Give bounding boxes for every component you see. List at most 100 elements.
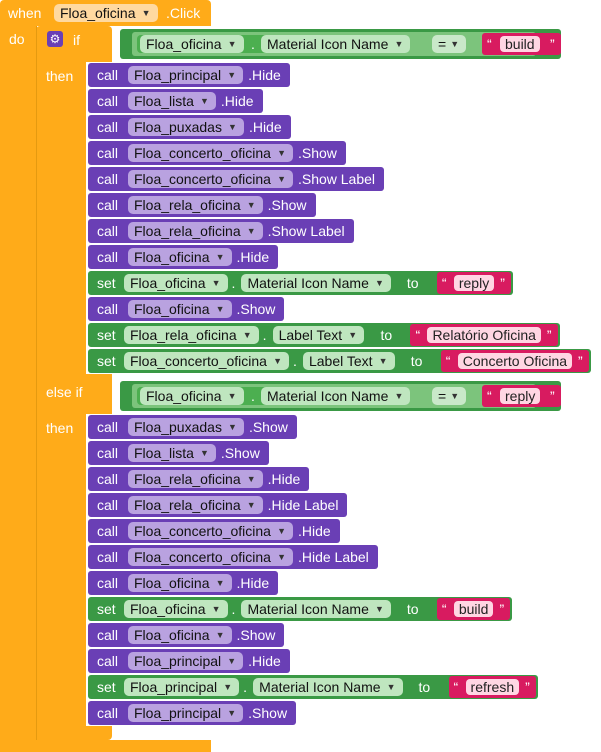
component-label: Floa_lista (134, 445, 194, 461)
property-dropdown[interactable]: Material Icon Name ▼ (253, 678, 403, 696)
cond2-text-value[interactable]: reply (500, 388, 541, 404)
call-block[interactable]: call Floa_oficina ▼ .Show (88, 623, 285, 647)
call-block[interactable]: call Floa_puxadas ▼ .Hide (88, 115, 291, 139)
set-block[interactable]: set Floa_concerto_oficina ▼. Label Text ▼ to “… (88, 349, 592, 373)
text-block[interactable]: “ refresh ” (448, 676, 537, 698)
component-dropdown[interactable]: Floa_puxadas ▼ (128, 118, 244, 136)
call-block[interactable]: call Floa_rela_oficina ▼ .Show Label (88, 219, 354, 243)
call-block[interactable]: call Floa_lista ▼ .Hide (88, 89, 263, 113)
property-dropdown[interactable]: Label Text ▼ (302, 352, 395, 370)
event-component-dropdown[interactable]: Floa_oficina ▼ (54, 4, 158, 22)
method-label: .Show (297, 145, 337, 161)
text-block[interactable]: “ build ” (436, 598, 511, 620)
cond2-text-block[interactable]: “ reply ” (482, 385, 561, 407)
cond1-operator-dropdown[interactable]: = ▼ (432, 35, 467, 53)
call-label: call (97, 249, 119, 265)
component-dropdown[interactable]: Floa_rela_oficina ▼ (124, 326, 259, 344)
property-dropdown[interactable]: Label Text ▼ (272, 326, 365, 344)
cond1-text-value[interactable]: build (500, 36, 540, 52)
component-dropdown[interactable]: Floa_principal ▼ (124, 678, 240, 696)
call-block[interactable]: call Floa_lista ▼ .Show (88, 441, 269, 465)
chevron-down-icon: ▼ (215, 304, 225, 314)
condition-2[interactable]: Floa_oficina ▼ . Material Icon Name ▼ = … (120, 381, 561, 411)
gear-icon[interactable]: ⚙ (47, 31, 63, 47)
component-dropdown[interactable]: Floa_oficina ▼ (128, 248, 232, 266)
component-dropdown[interactable]: Floa_rela_oficina ▼ (128, 196, 263, 214)
component-dropdown[interactable]: Floa_oficina ▼ (124, 600, 228, 618)
text-value[interactable]: refresh (465, 679, 520, 695)
property-dropdown[interactable]: Material Icon Name ▼ (241, 274, 391, 292)
condition-1-getter[interactable]: Floa_oficina ▼ . Material Icon Name ▼ (137, 35, 411, 53)
chevron-down-icon: ▼ (277, 552, 286, 562)
call-block[interactable]: call Floa_puxadas ▼ .Show (88, 415, 297, 439)
call-block[interactable]: call Floa_oficina ▼ .Hide (88, 571, 279, 595)
call-block[interactable]: call Floa_oficina ▼ .Hide (88, 245, 279, 269)
chevron-down-icon: ▼ (227, 70, 237, 80)
component-dropdown[interactable]: Floa_lista ▼ (128, 92, 216, 110)
call-block[interactable]: call Floa_concerto_oficina ▼ .Show (88, 141, 346, 165)
cond2-property-dropdown[interactable]: Material Icon Name ▼ (261, 387, 411, 405)
call-block[interactable]: call Floa_principal ▼ .Hide (88, 63, 290, 87)
open-quote-icon: “ (453, 679, 459, 695)
component-dropdown[interactable]: Floa_oficina ▼ (128, 574, 232, 592)
chevron-down-icon: ▼ (277, 174, 286, 184)
component-dropdown[interactable]: Floa_principal ▼ (128, 652, 244, 670)
set-block[interactable]: set Floa_oficina ▼. Material Icon Name ▼ to “ b… (88, 597, 513, 621)
text-value[interactable]: build (453, 601, 494, 617)
call-block[interactable]: call Floa_rela_oficina ▼ .Hide Label (88, 493, 348, 517)
call-block[interactable]: call Floa_rela_oficina ▼ .Show (88, 193, 316, 217)
text-block[interactable]: “ Concerto Oficina ” (440, 350, 590, 372)
call-block[interactable]: call Floa_oficina ▼ .Show (88, 297, 285, 321)
set-block[interactable]: set Floa_oficina ▼. Material Icon Name ▼ to “ r… (88, 271, 514, 295)
text-block[interactable]: “ Relatório Oficina ” (410, 324, 558, 346)
component-dropdown[interactable]: Floa_concerto_oficina ▼ (128, 144, 293, 162)
call-label: call (97, 145, 119, 161)
property-label: Material Icon Name (247, 601, 369, 617)
text-value[interactable]: Relatório Oficina (427, 327, 541, 343)
component-dropdown[interactable]: Floa_oficina ▼ (128, 300, 232, 318)
component-dropdown[interactable]: Floa_rela_oficina ▼ (128, 470, 263, 488)
component-label: Floa_principal (134, 67, 222, 83)
call-block[interactable]: call Floa_concerto_oficina ▼ .Hide (88, 519, 340, 543)
cond1-property-dropdown[interactable]: Material Icon Name ▼ (261, 35, 411, 53)
call-block[interactable]: call Floa_principal ▼ .Show (88, 701, 297, 725)
component-dropdown[interactable]: Floa_principal ▼ (128, 66, 244, 84)
cond1-text-block[interactable]: “ build ” (482, 33, 561, 55)
set-block[interactable]: set Floa_principal ▼. Material Icon Name ▼ to… (88, 675, 539, 699)
condition-1[interactable]: Floa_oficina ▼ . Material Icon Name ▼ = … (120, 29, 561, 59)
method-label: .Hide Label (267, 497, 339, 513)
do-label: do (9, 31, 25, 47)
text-block[interactable]: “ reply ” (436, 272, 512, 294)
component-dropdown[interactable]: Floa_rela_oficina ▼ (128, 496, 263, 514)
set-block[interactable]: set Floa_rela_oficina ▼. Label Text ▼ to “ Rela… (88, 323, 560, 347)
dot-label: . (262, 327, 267, 343)
chevron-down-icon: ▼ (246, 200, 256, 210)
cond2-operator-dropdown[interactable]: = ▼ (432, 387, 467, 405)
component-dropdown[interactable]: Floa_oficina ▼ (124, 274, 228, 292)
component-dropdown[interactable]: Floa_puxadas ▼ (128, 418, 244, 436)
component-dropdown[interactable]: Floa_concerto_oficina ▼ (128, 170, 293, 188)
cond1-component-dropdown[interactable]: Floa_oficina ▼ (140, 35, 244, 53)
call-label: call (97, 705, 119, 721)
to-label: to (406, 275, 419, 291)
chevron-down-icon: ▼ (227, 39, 237, 49)
component-dropdown[interactable]: Floa_rela_oficina ▼ (128, 222, 263, 240)
call-label: call (97, 653, 119, 669)
component-dropdown[interactable]: Floa_principal ▼ (128, 704, 244, 722)
component-dropdown[interactable]: Floa_concerto_oficina ▼ (128, 548, 293, 566)
cond2-component-dropdown[interactable]: Floa_oficina ▼ (140, 387, 244, 405)
property-dropdown[interactable]: Material Icon Name ▼ (241, 600, 391, 618)
component-dropdown[interactable]: Floa_oficina ▼ (128, 626, 232, 644)
call-block[interactable]: call Floa_principal ▼ .Hide (88, 649, 290, 673)
component-dropdown[interactable]: Floa_concerto_oficina ▼ (128, 522, 293, 540)
condition-2-getter[interactable]: Floa_oficina ▼ . Material Icon Name ▼ (137, 387, 411, 405)
call-block[interactable]: call Floa_rela_oficina ▼ .Hide (88, 467, 310, 491)
if-label: if (73, 32, 80, 48)
chevron-down-icon: ▼ (273, 356, 282, 366)
text-value[interactable]: Concerto Oficina (457, 353, 573, 369)
call-block[interactable]: call Floa_concerto_oficina ▼ .Hide Label (88, 545, 378, 569)
component-dropdown[interactable]: Floa_concerto_oficina ▼ (124, 352, 289, 370)
call-block[interactable]: call Floa_concerto_oficina ▼ .Show Label (88, 167, 385, 191)
component-dropdown[interactable]: Floa_lista ▼ (128, 444, 216, 462)
text-value[interactable]: reply (453, 275, 495, 291)
